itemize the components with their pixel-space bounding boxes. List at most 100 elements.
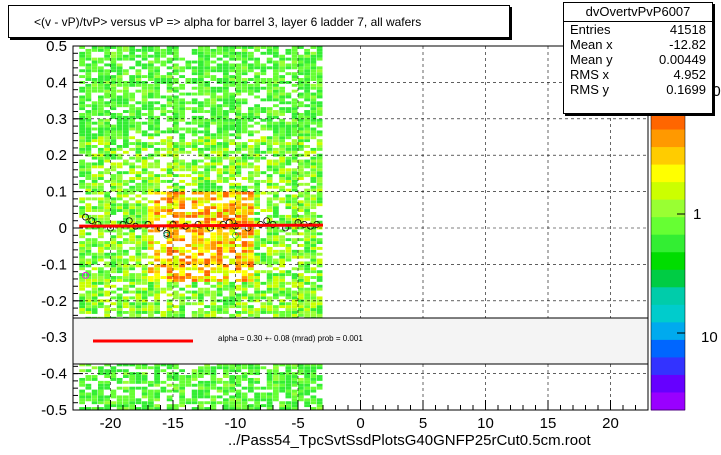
heat-cell <box>316 124 323 128</box>
heat-cell <box>104 118 110 122</box>
heat-cell <box>235 162 242 166</box>
heat-cell <box>154 310 160 314</box>
heat-cell <box>291 98 298 102</box>
heat-cell <box>135 310 142 314</box>
heat-cell <box>191 115 198 119</box>
heat-cell <box>198 171 204 175</box>
heat-cell <box>148 72 154 76</box>
heat-cell <box>285 150 292 154</box>
heat-cell <box>154 101 160 105</box>
heat-cell <box>98 159 104 163</box>
heat-cell <box>79 278 85 282</box>
heat-cell <box>129 110 135 113</box>
heat-cell <box>254 238 260 242</box>
heat-cell <box>135 246 142 250</box>
heat-cell <box>91 267 98 271</box>
heat-cell <box>198 290 204 294</box>
heat-cell <box>148 392 154 396</box>
heat-cell <box>229 182 235 186</box>
heat-cell <box>229 188 235 192</box>
heat-cell <box>110 185 117 189</box>
heat-cell <box>254 235 260 239</box>
heat-cell <box>123 139 129 143</box>
heat-cell <box>291 232 298 236</box>
heat-cell <box>198 86 204 90</box>
heat-cell <box>123 211 129 215</box>
heat-cell <box>279 255 285 259</box>
heat-cell <box>110 165 117 169</box>
heat-cell <box>129 290 135 294</box>
heat-cell <box>104 63 110 67</box>
heat-cell <box>110 63 117 67</box>
heat-cell <box>304 255 310 259</box>
heat-cell <box>304 203 310 207</box>
heat-cell <box>248 372 254 376</box>
heat-cell <box>298 267 304 271</box>
heat-cell <box>79 60 85 64</box>
heat-cell <box>141 214 148 218</box>
heat-cell <box>216 363 223 367</box>
heat-cell <box>85 130 92 134</box>
heat-cell <box>166 171 173 175</box>
heat-cell <box>210 197 217 201</box>
heat-cell <box>104 241 110 245</box>
heat-cell <box>210 203 217 207</box>
heat-cell <box>154 404 160 408</box>
heat-cell <box>141 241 148 245</box>
heat-cell <box>241 270 248 274</box>
heat-cell <box>210 375 217 378</box>
heat-cell <box>85 57 92 61</box>
heat-cell <box>123 232 129 236</box>
heat-cell <box>248 185 254 189</box>
heat-cell <box>248 203 254 207</box>
heat-cell <box>241 121 248 125</box>
heat-cell <box>185 66 192 70</box>
color-scale: 11010 <box>650 83 721 411</box>
heat-cell <box>248 194 254 198</box>
heat-cell <box>191 258 198 262</box>
heat-cell <box>216 98 223 102</box>
profile-point <box>125 217 133 225</box>
heat-cell <box>104 145 110 148</box>
heat-cell <box>198 60 204 64</box>
heat-cell <box>248 241 254 245</box>
heat-cell <box>235 261 242 265</box>
heat-cell <box>298 203 304 207</box>
heat-cell <box>310 197 317 201</box>
heat-cell <box>123 270 129 274</box>
heat-cell <box>210 305 217 309</box>
heat-cell <box>104 305 110 309</box>
heat-cell <box>129 168 135 172</box>
heat-cell <box>310 179 317 183</box>
heat-cell <box>166 197 173 201</box>
heat-cell <box>173 48 179 52</box>
heat-cell <box>98 386 104 390</box>
heat-cell <box>191 375 198 378</box>
heat-cell <box>285 63 292 67</box>
heat-cell <box>166 377 173 381</box>
heat-cell <box>260 124 267 128</box>
heat-cell <box>216 310 223 314</box>
heat-cell <box>141 226 148 230</box>
heat-cell <box>266 51 273 55</box>
heat-cell <box>198 383 204 387</box>
heat-cell <box>91 284 98 288</box>
heat-cell <box>316 366 323 370</box>
heat-cell <box>204 177 210 180</box>
heat-cell <box>273 267 279 271</box>
heat-cell <box>298 398 304 402</box>
heat-cell <box>204 142 210 146</box>
heat-cell <box>135 145 142 148</box>
heat-cell <box>204 188 210 192</box>
heat-cell <box>198 296 204 300</box>
heat-cell <box>266 83 273 87</box>
heat-cell <box>123 69 129 73</box>
heat-cell <box>154 258 160 262</box>
heat-cell <box>223 267 229 271</box>
heat-cell <box>123 92 129 96</box>
heat-cell <box>135 60 142 64</box>
heat-cell <box>254 72 260 76</box>
heat-cell <box>316 165 323 169</box>
heat-cell <box>148 293 154 297</box>
heat-cell <box>223 104 229 108</box>
